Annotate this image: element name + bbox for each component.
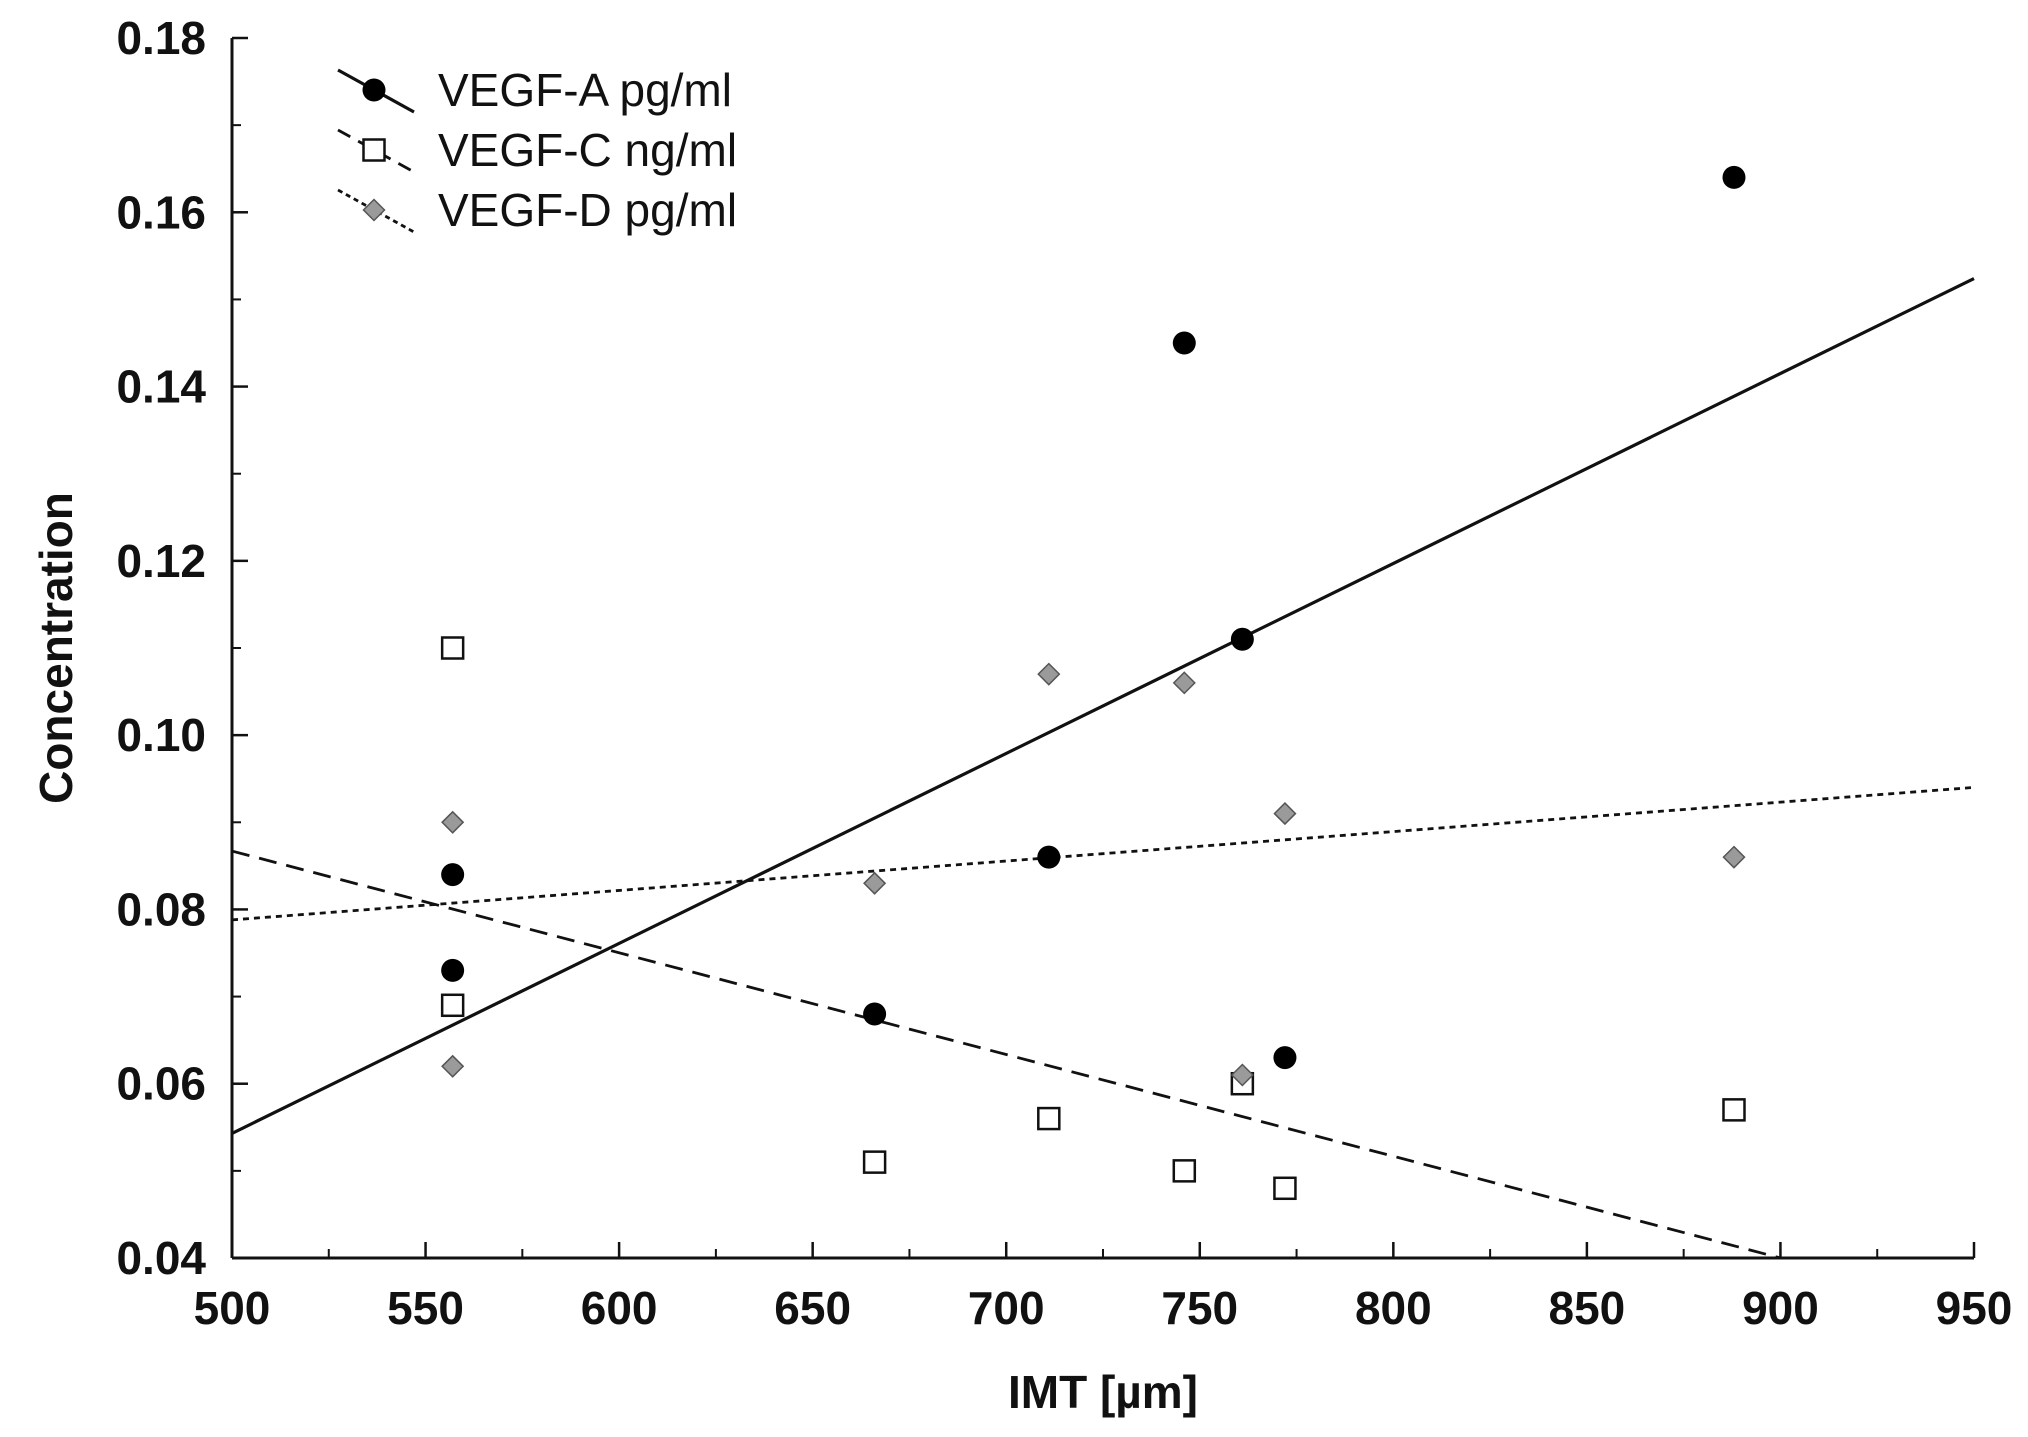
trend-line (231, 849, 1781, 1260)
data-point (1722, 1098, 1746, 1122)
data-point (1037, 1106, 1061, 1131)
y-tick-label: 0.14 (116, 361, 206, 413)
x-tick-label: 700 (968, 1282, 1045, 1334)
y-tick-label: 0.06 (116, 1058, 206, 1110)
legend-label: VEGF-C ng/ml (438, 124, 737, 176)
data-point (1273, 1046, 1297, 1070)
y-tick-label: 0.18 (116, 12, 206, 64)
legend-marker (362, 78, 386, 102)
data-point (863, 1002, 887, 1026)
data-point (441, 958, 465, 982)
y-tick-label: 0.04 (116, 1232, 206, 1284)
legend-line (337, 188, 415, 234)
legend-line (337, 128, 415, 174)
data-point (441, 863, 465, 887)
data-point (1172, 1159, 1197, 1183)
data-point (440, 993, 465, 1018)
data-point (1273, 1176, 1297, 1201)
legend-marker (362, 198, 386, 222)
y-tick-label: 0.10 (116, 709, 206, 761)
trend-lines (231, 277, 1975, 1260)
y-axis-title: Concentration (30, 492, 82, 804)
axes: 500 550 600 650 700 750 800 850 900 950 0.04 0.06 0.… (116, 12, 2012, 1334)
data-point (1172, 671, 1196, 695)
data-point (1172, 331, 1196, 355)
x-tick-label: 650 (774, 1282, 851, 1334)
x-tick-label: 800 (1355, 1282, 1432, 1334)
data-point (440, 636, 465, 660)
x-tick-label: 550 (387, 1282, 464, 1334)
data-point (441, 810, 465, 834)
data-point (862, 1150, 887, 1174)
data-point (1230, 1063, 1254, 1087)
x-tick-label: 600 (581, 1282, 658, 1334)
data-point (1722, 165, 1746, 189)
y-tick-label: 0.16 (116, 186, 206, 238)
x-tick-label: 500 (194, 1282, 271, 1334)
x-tick-label: 850 (1549, 1282, 1626, 1334)
legend-label: VEGF-D pg/ml (438, 184, 737, 236)
x-tick-label: 750 (1161, 1282, 1238, 1334)
data-point (1037, 845, 1061, 869)
legend-marker (362, 138, 386, 162)
data-point (1037, 662, 1061, 686)
data-point (1230, 627, 1254, 651)
trend-line (231, 277, 1975, 1135)
trend-line (231, 786, 1975, 922)
data-point (441, 1054, 465, 1078)
x-axis-title: IMT [µm] (1008, 1366, 1198, 1418)
y-tick-label: 0.12 (116, 535, 206, 587)
x-tick-label: 950 (1936, 1282, 2013, 1334)
data-point (1273, 802, 1297, 826)
data-point (863, 871, 887, 895)
legend: VEGF-A pg/ml VEGF-C ng/ml VEGF-D pg/ml (337, 64, 737, 236)
x-tick-label: 900 (1742, 1282, 1819, 1334)
data-point (1722, 845, 1746, 869)
data-points (440, 165, 1746, 1201)
y-tick-label: 0.08 (116, 883, 206, 935)
legend-label: VEGF-A pg/ml (438, 64, 732, 116)
